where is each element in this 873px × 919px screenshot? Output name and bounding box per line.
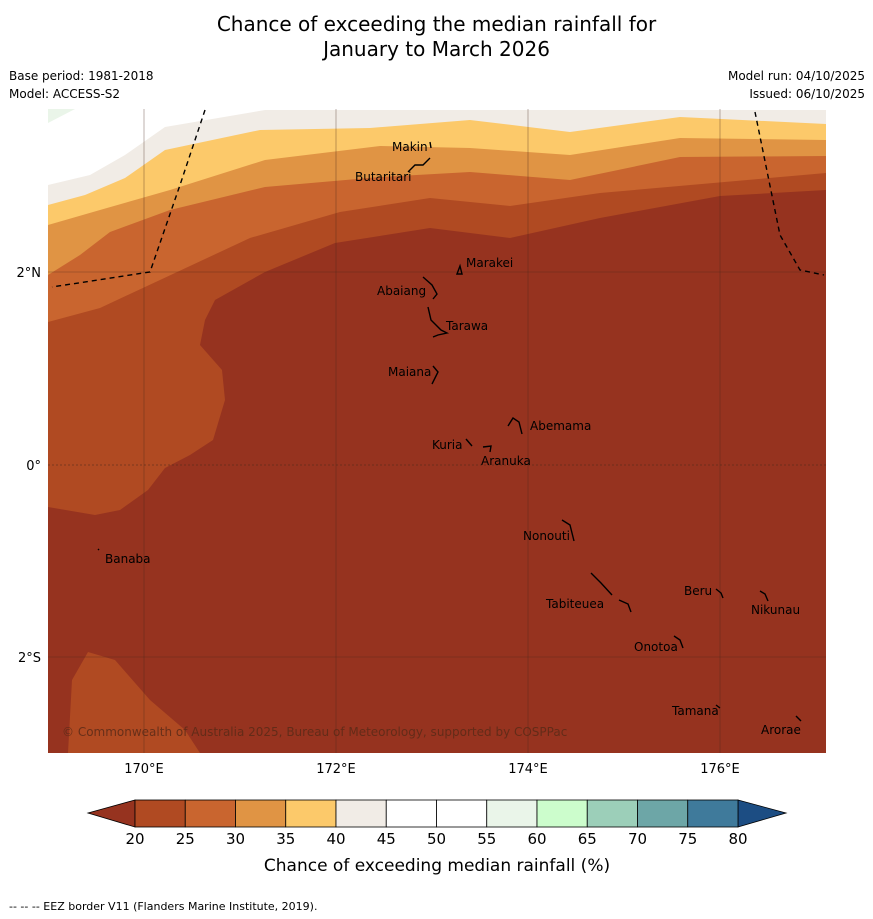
island-label-aranuka: Aranuka	[481, 454, 531, 468]
title-line-1: Chance of exceeding the median rainfall …	[216, 12, 657, 36]
island-shape-tabiteuea	[590, 572, 632, 613]
model-name: Model: ACCESS-S2	[9, 87, 121, 101]
colorbar-tick-75: 75	[678, 830, 697, 848]
island-shape-maiana	[431, 365, 439, 385]
band-20-south	[68, 652, 200, 753]
island-label-nonouti: Nonouti	[523, 529, 570, 543]
island-label-tamana: Tamana	[671, 704, 719, 718]
eez-border-east	[754, 111, 825, 276]
island-label-banaba: Banaba	[105, 552, 151, 566]
lat-label-2n: 2°N	[17, 266, 42, 281]
island-label-tarawa: Tarawa	[445, 319, 488, 333]
island-shape-tamana	[715, 704, 721, 709]
band-55	[48, 109, 75, 123]
island-label-makin: Makin	[392, 140, 428, 154]
lon-label-176e: 176°E	[700, 762, 740, 777]
island-shape-beru	[715, 588, 724, 599]
island-shape-onotoa	[673, 635, 684, 649]
colorbar-tick-60: 60	[527, 830, 546, 848]
lat-label-2s: 2°S	[18, 651, 41, 666]
island-shape-banaba	[97, 548, 100, 551]
colorbar-cell-30-35	[235, 799, 287, 828]
island-label-abemama: Abemama	[530, 419, 591, 433]
colorbar-tick-45: 45	[377, 830, 396, 848]
colorbar-cell-55-60	[486, 799, 538, 828]
colorbar-cell-25-30	[184, 799, 236, 828]
lon-label-174e: 174°E	[508, 762, 548, 777]
lon-label-172e: 172°E	[316, 762, 356, 777]
eez-border-west	[51, 109, 206, 288]
island-label-tabiteuea: Tabiteuea	[545, 597, 604, 611]
colorbar-cell-65-70	[586, 799, 638, 828]
colorbar-tick-50: 50	[427, 830, 446, 848]
meta-left: Base period: 1981-2018 Model: ACCESS-S2	[9, 69, 154, 105]
lon-label-170e: 170°E	[124, 762, 164, 777]
colorbar-cells	[134, 799, 739, 828]
axis-labels: 170°E 172°E 174°E 176°E 2°N 0° 2°S	[17, 266, 740, 777]
meta-right: Model run: 04/10/2025 Issued: 06/10/2025	[728, 69, 865, 105]
colorbar: 20 25 30 35 40 45 50 55 60 65 70 75 80 Chance of exc…	[86, 799, 788, 876]
colorbar-ticks: 20 25 30 35 40 45 50 55 60 65 70 75 80	[125, 830, 747, 848]
colorbar-cell-75-80	[687, 799, 739, 828]
island-labels: Makin Butaritari Marakei Abaiang Tarawa …	[105, 140, 801, 737]
island-shape-abemama	[507, 417, 523, 435]
issued-date: Issued: 06/10/2025	[749, 87, 865, 101]
colorbar-cell-20-25	[134, 799, 186, 828]
island-label-maiana: Maiana	[388, 365, 431, 379]
colorbar-tick-35: 35	[276, 830, 295, 848]
island-shape-makin	[429, 141, 432, 149]
colorbar-cell-40-45	[335, 799, 387, 828]
colorbar-label: Chance of exceeding median rainfall (%)	[264, 856, 610, 876]
eez-footnote: -- -- -- EEZ border V11 (Flanders Marine…	[9, 900, 318, 913]
island-label-beru: Beru	[684, 584, 712, 598]
gridlines	[48, 109, 826, 753]
colorbar-tick-55: 55	[477, 830, 496, 848]
colorbar-cell-50-55	[436, 799, 488, 828]
title-line-2: January to March 2026	[323, 37, 550, 61]
island-shape-nonouti	[561, 519, 575, 542]
model-run: Model run: 04/10/2025	[727, 69, 865, 83]
island-outlines	[97, 141, 802, 722]
island-shape-tarawa	[427, 306, 450, 338]
island-shape-kuria	[465, 438, 473, 447]
island-shape-marakei	[455, 263, 463, 275]
island-shape-nikunau	[759, 590, 769, 602]
island-label-nikunau: Nikunau	[751, 603, 800, 617]
colorbar-tick-80: 80	[728, 830, 747, 848]
colorbar-cell-45-50	[385, 799, 437, 828]
island-label-abaiang: Abaiang	[377, 284, 426, 298]
colorbar-over-arrow	[737, 799, 788, 828]
island-label-butaritari: Butaritari	[355, 170, 412, 184]
colorbar-cell-60-65	[536, 799, 588, 828]
map-title: Chance of exceeding the median rainfall …	[0, 12, 873, 62]
colorbar-tick-65: 65	[578, 830, 597, 848]
island-shape-abaiang	[422, 276, 438, 300]
colorbar-tick-20: 20	[125, 830, 144, 848]
island-label-arorae: Arorae	[761, 723, 801, 737]
island-label-kuria: Kuria	[432, 438, 463, 452]
band-under-20	[48, 190, 826, 753]
island-shape-butaritari	[407, 157, 431, 173]
copyright-notice: © Commonwealth of Australia 2025, Bureau…	[62, 725, 567, 739]
island-label-marakei: Marakei	[466, 256, 513, 270]
colorbar-cell-70-75	[637, 799, 689, 828]
island-label-onotoa: Onotoa	[634, 640, 678, 654]
colorbar-under-arrow	[86, 799, 136, 828]
island-shape-arorae	[795, 715, 802, 722]
colorbar-cell-35-40	[285, 799, 337, 828]
colorbar-tick-70: 70	[628, 830, 647, 848]
lat-label-0: 0°	[26, 459, 41, 474]
colorbar-tick-30: 30	[226, 830, 245, 848]
colorbar-tick-25: 25	[176, 830, 195, 848]
island-shape-aranuka	[482, 445, 492, 453]
rainfall-map	[48, 109, 826, 753]
colorbar-tick-40: 40	[326, 830, 345, 848]
base-period: Base period: 1981-2018	[9, 69, 154, 83]
eez-borders	[51, 109, 825, 288]
